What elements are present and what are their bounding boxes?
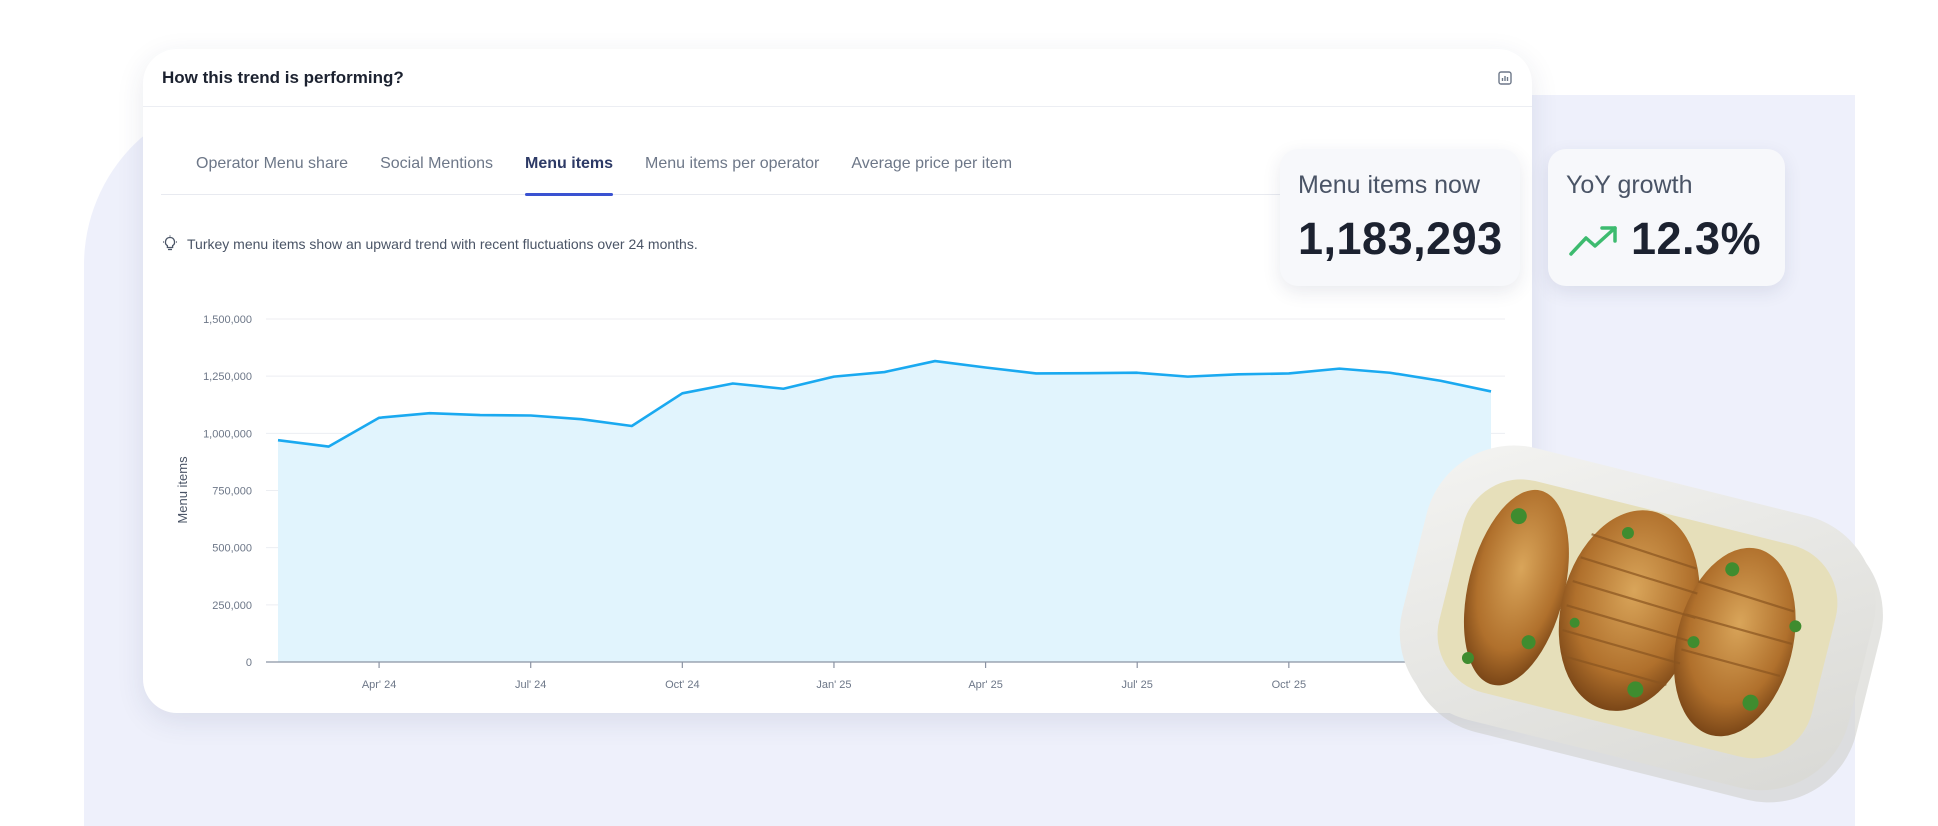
metric-tabs: Operator Menu share Social Mentions Menu… — [161, 149, 1471, 196]
y-tick-label: 1,500,000 — [203, 314, 252, 326]
menu-items-chart: 0 250,000 500,000 750,000 1,000,000 1,250,000… — [175, 314, 1505, 691]
stat-label-menu-items-now: Menu items now — [1298, 171, 1481, 199]
insight-text: Turkey menu items show an upward trend w… — [187, 236, 698, 252]
x-tick-label: Apr' 25 — [968, 679, 1003, 691]
roast-turkey-dish-image — [1399, 445, 1883, 803]
stat-card-yoy-growth: YoY growth 12.3% — [1548, 149, 1785, 286]
stat-card-menu-items-now: Menu items now 1,183,293 — [1280, 149, 1520, 286]
tab-operator-menu-share[interactable]: Operator Menu share — [196, 155, 349, 172]
y-tick-label: 1,250,000 — [203, 371, 252, 383]
x-tick-label: Oct' 25 — [1272, 679, 1307, 691]
x-tick-label: Jul' 24 — [515, 679, 546, 691]
y-tick-label: 250,000 — [212, 600, 252, 612]
tab-social-mentions[interactable]: Social Mentions — [380, 155, 494, 172]
tab-menu-items[interactable]: Menu items — [525, 149, 614, 196]
y-tick-label: 1,000,000 — [203, 428, 252, 440]
x-tick-label: Jul' 25 — [1121, 679, 1152, 691]
x-tick-label: Jan' 25 — [816, 679, 851, 691]
stat-value-menu-items-now: 1,183,293 — [1298, 213, 1503, 264]
y-axis-label: Menu items — [175, 456, 190, 524]
tab-menu-items-per-operator[interactable]: Menu items per operator — [645, 155, 820, 172]
series-line — [277, 359, 1492, 448]
y-tick-label: 0 — [246, 657, 252, 669]
stat-label-yoy-growth: YoY growth — [1566, 171, 1693, 199]
card-header: How this trend is performing? — [143, 49, 1532, 107]
lightbulb-icon — [163, 235, 177, 251]
area-fill — [278, 361, 1491, 662]
insight-row: Turkey menu items show an upward trend w… — [161, 235, 698, 253]
tab-average-price-per-item[interactable]: Average price per item — [851, 155, 1013, 172]
y-tick-label: 500,000 — [212, 543, 252, 555]
stat-value-yoy-growth: 12.3% — [1631, 213, 1762, 264]
x-tick-label: Apr' 24 — [362, 679, 397, 691]
card-title: How this trend is performing? — [162, 67, 404, 87]
x-tick-label: Oct' 24 — [665, 679, 700, 691]
chart-export-icon[interactable] — [1496, 69, 1514, 87]
y-tick-label: 750,000 — [212, 486, 252, 498]
trending-up-icon — [1569, 226, 1617, 256]
